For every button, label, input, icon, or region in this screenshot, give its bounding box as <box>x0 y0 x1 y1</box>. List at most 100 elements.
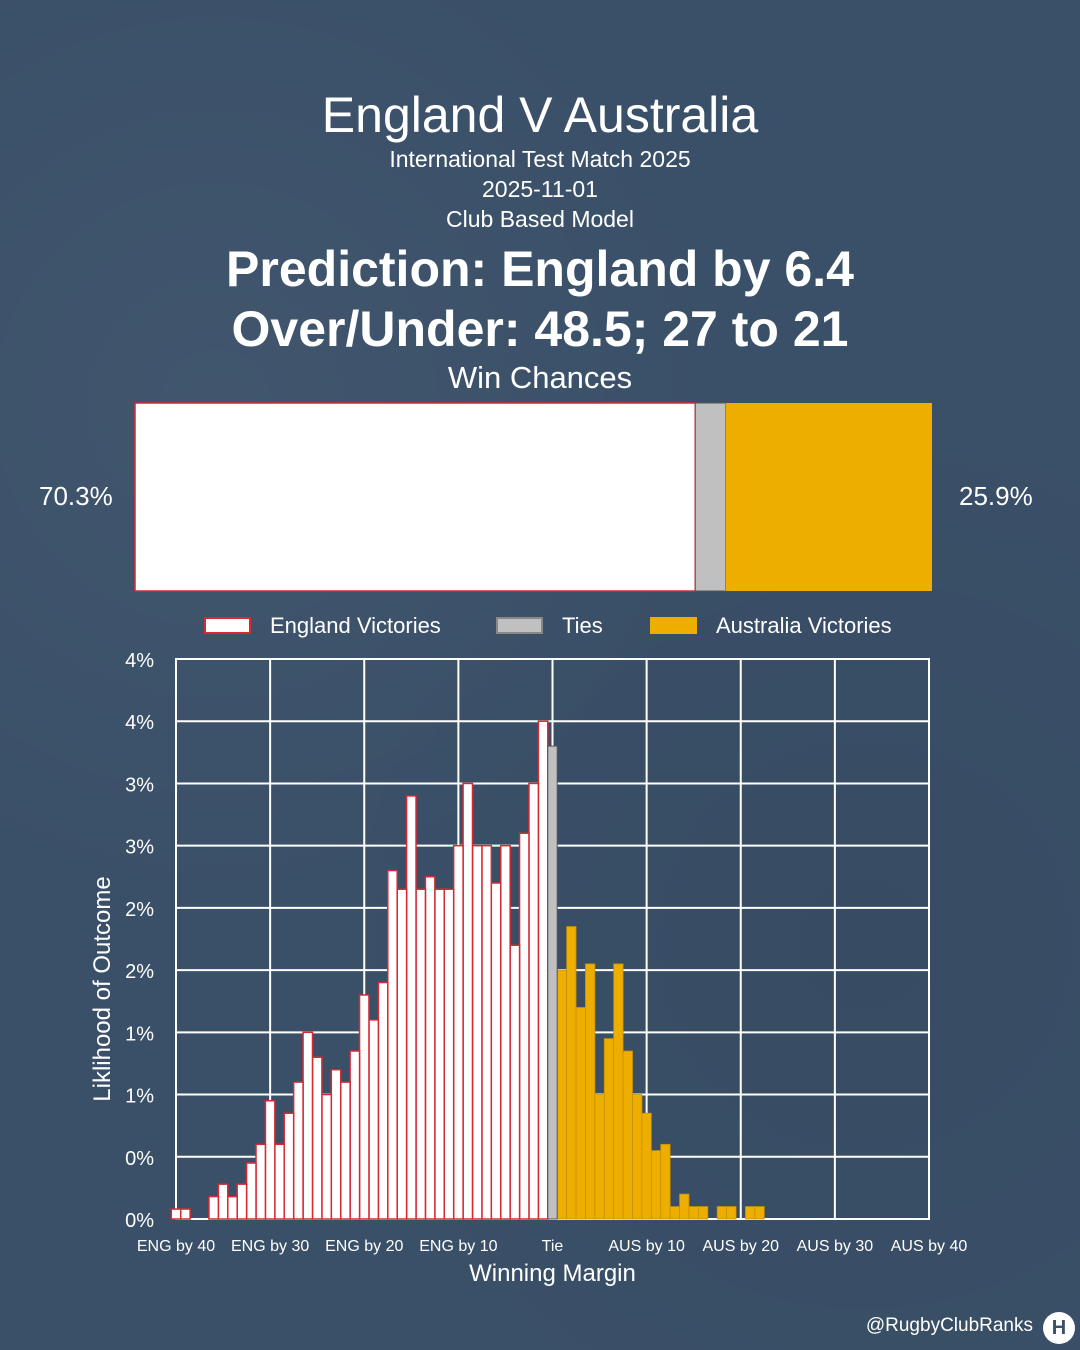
england-bar <box>227 1195 238 1220</box>
england-bar <box>264 1100 276 1220</box>
australia-bar <box>650 1150 662 1220</box>
england-bar <box>179 1208 191 1220</box>
england-bar <box>405 795 417 1220</box>
england-bar <box>481 844 493 1220</box>
legend-england-label: England Victories <box>270 613 441 638</box>
legend-england-swatch <box>204 617 251 634</box>
australia-bar <box>697 1206 709 1220</box>
england-bar <box>302 1031 314 1220</box>
y-tick-label: 1% <box>125 1023 154 1045</box>
x-axis-label: Winning Margin <box>469 1260 636 1287</box>
y-axis-label: Liklihood of Outcome <box>89 876 116 1101</box>
australia-bar <box>594 1094 605 1220</box>
england-bar <box>499 844 511 1220</box>
england-bar <box>434 888 446 1220</box>
england-bar <box>471 844 483 1220</box>
england-bar <box>283 1112 295 1220</box>
australia-bar <box>754 1206 765 1220</box>
x-tick-label: ENG by 20 <box>325 1238 403 1255</box>
legend-australia-swatch <box>650 617 697 634</box>
x-tick-label: AUS by 40 <box>891 1238 968 1255</box>
over-under-headline: Over/Under: 48.5; 27 to 21 <box>231 301 849 357</box>
australia-bar <box>641 1112 652 1220</box>
twitter-handle: @RugbyClubRanks <box>865 1315 1033 1336</box>
site-logo-icon: H <box>1043 1312 1075 1344</box>
england-bar <box>217 1183 229 1220</box>
england-bar <box>236 1183 248 1220</box>
win-chances-bar <box>134 402 932 592</box>
england-win-pct: 70.3% <box>39 481 113 511</box>
legend-australia-label: Australia Victories <box>716 613 892 638</box>
australia-bar <box>632 1094 643 1220</box>
england-bar <box>415 888 427 1220</box>
y-tick-label: 0% <box>125 1148 154 1170</box>
england-bar <box>537 720 549 1220</box>
england-bar <box>462 782 474 1220</box>
australia-bar <box>660 1143 671 1220</box>
england-bar <box>292 1081 304 1220</box>
legend-ties-swatch <box>496 617 543 634</box>
england-bar <box>358 994 370 1220</box>
margin-histogram: England Victories Ties Australia Victories… <box>89 613 968 1287</box>
england-bar <box>518 832 530 1220</box>
australia-bar <box>566 926 577 1220</box>
win-chances-title: Win Chances <box>447 360 633 395</box>
model-label: Club Based Model <box>446 206 634 232</box>
england-bar <box>208 1195 220 1220</box>
y-tick-label: 3% <box>125 774 154 796</box>
australia-bar <box>585 963 596 1220</box>
england-bar <box>528 782 540 1220</box>
australia-bar <box>688 1206 699 1220</box>
match-title: England V Australia <box>321 87 759 143</box>
england-bar <box>377 981 389 1220</box>
england-bar <box>452 844 464 1220</box>
england-bar <box>387 869 398 1220</box>
australia-bar <box>603 1038 615 1220</box>
england-bar <box>255 1143 267 1220</box>
england-bar <box>368 1019 380 1220</box>
y-tick-label: 2% <box>125 961 154 983</box>
x-tick-label: ENG by 40 <box>137 1238 215 1255</box>
x-tick-label: ENG by 30 <box>231 1238 309 1255</box>
england-bar <box>349 1050 361 1220</box>
england-bar <box>321 1093 333 1220</box>
australia-bar <box>726 1206 737 1220</box>
australia-bar <box>622 1050 633 1220</box>
y-tick-label: 2% <box>125 899 154 921</box>
match-date: 2025-11-01 <box>482 176 598 202</box>
australia-bar <box>716 1206 728 1220</box>
x-tick-label: ENG by 10 <box>419 1238 497 1255</box>
x-tick-label: AUS by 30 <box>797 1238 874 1255</box>
england-bar <box>245 1162 257 1220</box>
england-bar <box>443 888 455 1220</box>
england-bar <box>311 1056 323 1220</box>
england-bar <box>339 1081 351 1220</box>
england-bar <box>509 944 521 1220</box>
australia-bar <box>575 1007 586 1220</box>
x-tick-label: AUS by 20 <box>703 1238 780 1255</box>
england-bar <box>396 888 408 1220</box>
australia-bar <box>745 1206 756 1220</box>
australia-bar <box>679 1193 690 1220</box>
england-bar <box>170 1208 182 1220</box>
tie-bar <box>547 745 558 1220</box>
y-tick-label: 3% <box>125 837 154 859</box>
y-tick-label: 1% <box>125 1086 154 1108</box>
england-bar <box>274 1143 285 1220</box>
x-tick-label: Tie <box>542 1238 564 1255</box>
competition-label: International Test Match 2025 <box>389 146 691 172</box>
australia-bar <box>556 969 568 1220</box>
australia-bar <box>613 963 624 1220</box>
y-tick-label: 4% <box>125 712 154 734</box>
england-bar <box>490 882 502 1220</box>
england-bar <box>424 876 436 1220</box>
australia-win-pct: 25.9% <box>959 481 1033 511</box>
y-tick-label: 0% <box>125 1210 154 1232</box>
australia-win-segment <box>725 403 932 591</box>
prediction-headline: Prediction: England by 6.4 <box>226 241 854 297</box>
australia-bar <box>669 1206 680 1220</box>
legend-ties-label: Ties <box>562 613 603 638</box>
x-tick-label: AUS by 10 <box>608 1238 685 1255</box>
y-tick-label: 4% <box>125 650 154 672</box>
